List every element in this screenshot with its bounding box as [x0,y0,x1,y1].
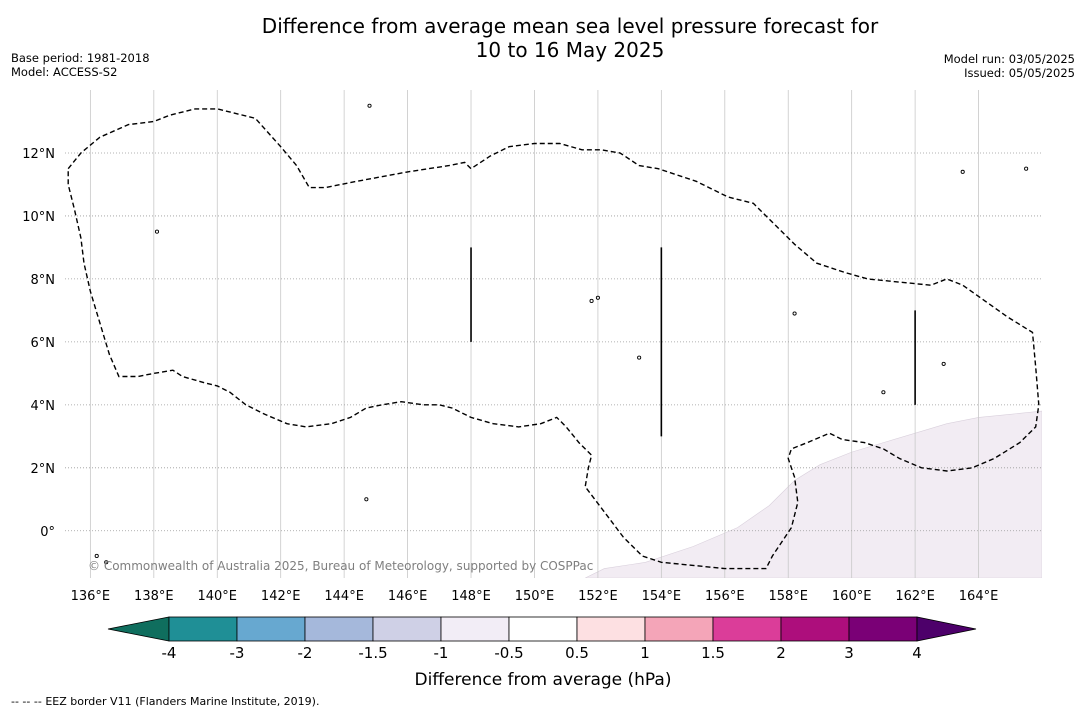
colorbar-tick-label: -0.5 [494,644,523,662]
colorbar-tick-label: -3 [230,644,245,662]
colorbar-segment [644,616,714,642]
longitude-label: 158°E [768,589,808,604]
longitude-label: 144°E [324,589,364,604]
chart-title: Difference from average mean sea level p… [0,14,1085,62]
island-outline [595,295,600,300]
colorbar-title: Difference from average (hPa) [415,670,672,690]
latitude-label: 6°N [31,336,56,351]
model-run-text: Model run: 03/05/2025 [943,52,1075,66]
longitude-label: 142°E [261,589,301,604]
colorbar [107,616,977,642]
copyright-text: © Commonwealth of Australia 2025, Bureau… [88,559,593,573]
base-period-text: Base period: 1981-2018 [11,51,150,65]
island-outline [941,361,946,366]
island-outline [881,390,886,395]
colorbar-segment [576,616,646,642]
colorbar-tick-label: 4 [912,644,922,662]
island-outline [589,298,594,303]
longitude-label: 160°E [832,589,872,604]
colorbar-segment [372,616,442,642]
longitude-label: 138°E [134,589,174,604]
colorbar-tick-label: 1.5 [701,644,725,662]
island-outline [367,103,372,108]
colorbar-tick-label: 1 [640,644,650,662]
island-outline [960,169,965,174]
colorbar-tick-label: -4 [162,644,177,662]
longitude-label: 164°E [959,589,999,604]
issued-date-text: Issued: 05/05/2025 [964,66,1075,80]
colorbar-tick-label: -1.5 [358,644,387,662]
colorbar-high-arrow [916,616,977,642]
model-info: Base period: 1981-2018 Model: ACCESS-S2 [11,51,150,79]
island-outline [154,229,160,234]
longitude-label: 154°E [642,589,682,604]
longitude-label: 148°E [451,589,491,604]
colorbar-segment [780,616,850,642]
longitude-label: 162°E [895,589,935,604]
latitude-label: 8°N [31,273,56,288]
colorbar-segment [236,616,306,642]
legend-footer: -- -- -- EEZ border V11 (Flanders Marine… [11,695,319,708]
colorbar-tick-label: 3 [844,644,854,662]
eez-legend-symbol: -- -- -- [11,695,42,708]
colorbar-tick-label: 0.5 [565,644,589,662]
island-outline [792,311,797,316]
colorbar-tick-label: 2 [776,644,786,662]
colorbar-segment [168,616,238,642]
latitude-label: 0° [40,525,55,540]
latitude-label: 12°N [22,147,55,162]
islands [94,103,1029,565]
colorbar-labels: -4 -3 -2 -1.5 -1 -0.5 0.5 1 1.5 2 3 4 [162,644,922,662]
colorbar-tick-label: -2 [298,644,313,662]
longitude-label: 140°E [197,589,237,604]
longitude-label: 146°E [388,589,428,604]
longitude-label: 150°E [515,589,555,604]
longitude-label: 136°E [71,589,111,604]
latitude-label: 4°N [31,399,56,414]
latitude-labels: 0° 2°N 4°N 6°N 8°N 10°N 12°N [22,147,55,540]
title-line-1: Difference from average mean sea level p… [261,14,879,38]
eez-outline [67,108,1040,570]
colorbar-segment [304,616,374,642]
colorbar-segment [712,616,782,642]
colorbar-segment [848,616,918,642]
latitude-label: 2°N [31,462,56,477]
eez-border [67,108,1040,570]
boundary-lines [470,247,916,437]
eez-legend-text: EEZ border V11 (Flanders Marine Institut… [45,695,320,708]
island-outline [94,553,99,559]
colorbar-low-arrow [107,616,170,642]
colorbar-segment [440,616,510,642]
island-outline [364,497,369,502]
latitude-label: 10°N [22,210,55,225]
longitude-label: 152°E [578,589,618,604]
longitude-label: 156°E [705,589,745,604]
colorbar-segment [508,616,578,642]
colorbar-tick-label: -1 [434,644,449,662]
longitude-labels: 136°E 138°E 140°E 142°E 144°E 146°E 148°E 150°E… [71,589,999,604]
model-name-text: Model: ACCESS-S2 [11,65,118,79]
title-line-2: 10 to 16 May 2025 [475,38,665,62]
island-outline [1024,166,1029,171]
island-outline [104,560,109,565]
issue-info: Model run: 03/05/2025 Issued: 05/05/2025 [944,52,1075,80]
island-outline [637,355,642,360]
